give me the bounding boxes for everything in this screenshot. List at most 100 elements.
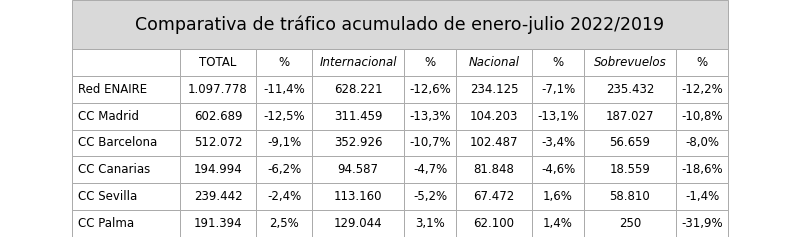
Bar: [312, 156, 404, 183]
Text: 67.472: 67.472: [474, 190, 514, 203]
Text: -18,6%: -18,6%: [681, 163, 723, 176]
Bar: [72, 0, 728, 49]
Bar: [532, 210, 584, 237]
Text: 234.125: 234.125: [470, 83, 518, 96]
Bar: [676, 76, 728, 103]
Text: 311.459: 311.459: [334, 110, 382, 123]
Bar: [676, 156, 728, 183]
Bar: [72, 183, 180, 210]
Bar: [404, 210, 456, 237]
Bar: [72, 156, 180, 183]
Text: 56.659: 56.659: [610, 137, 650, 150]
Text: 602.689: 602.689: [194, 110, 242, 123]
Text: Internacional: Internacional: [319, 56, 397, 69]
Bar: [456, 210, 532, 237]
Text: 235.432: 235.432: [606, 83, 654, 96]
Text: Red ENAIRE: Red ENAIRE: [78, 83, 146, 96]
Text: Nacional: Nacional: [469, 56, 519, 69]
Text: %: %: [278, 56, 290, 69]
Bar: [532, 76, 584, 103]
Text: CC Palma: CC Palma: [78, 217, 134, 230]
Bar: [312, 49, 404, 76]
Bar: [532, 103, 584, 130]
Bar: [584, 130, 676, 156]
Bar: [180, 183, 256, 210]
Text: -5,2%: -5,2%: [413, 190, 447, 203]
Bar: [404, 103, 456, 130]
Text: Comparativa de tráfico acumulado de enero-julio 2022/2019: Comparativa de tráfico acumulado de ener…: [135, 15, 665, 34]
Text: 58.810: 58.810: [610, 190, 650, 203]
Bar: [456, 156, 532, 183]
Bar: [584, 183, 676, 210]
Text: 94.587: 94.587: [338, 163, 378, 176]
Text: 1.097.778: 1.097.778: [188, 83, 248, 96]
Bar: [532, 156, 584, 183]
Bar: [256, 76, 312, 103]
Bar: [180, 130, 256, 156]
Bar: [456, 49, 532, 76]
Bar: [180, 76, 256, 103]
Bar: [180, 49, 256, 76]
Bar: [532, 49, 584, 76]
Bar: [404, 183, 456, 210]
Bar: [456, 76, 532, 103]
Text: -4,7%: -4,7%: [413, 163, 447, 176]
Text: 628.221: 628.221: [334, 83, 382, 96]
Bar: [180, 103, 256, 130]
Text: %: %: [553, 56, 563, 69]
Bar: [312, 130, 404, 156]
Text: 1,4%: 1,4%: [543, 217, 573, 230]
Text: 2,5%: 2,5%: [269, 217, 299, 230]
Text: 102.487: 102.487: [470, 137, 518, 150]
Text: -2,4%: -2,4%: [267, 190, 301, 203]
Text: 187.027: 187.027: [606, 110, 654, 123]
Text: -3,4%: -3,4%: [541, 137, 575, 150]
Text: %: %: [425, 56, 435, 69]
Bar: [256, 49, 312, 76]
Text: 113.160: 113.160: [334, 190, 382, 203]
Bar: [404, 156, 456, 183]
Bar: [312, 210, 404, 237]
Bar: [676, 103, 728, 130]
Text: -12,2%: -12,2%: [681, 83, 723, 96]
Bar: [404, 49, 456, 76]
Text: -9,1%: -9,1%: [267, 137, 301, 150]
Text: -7,1%: -7,1%: [541, 83, 575, 96]
Text: -11,4%: -11,4%: [263, 83, 305, 96]
Bar: [256, 130, 312, 156]
Text: -10,8%: -10,8%: [682, 110, 722, 123]
Bar: [312, 103, 404, 130]
Bar: [256, 156, 312, 183]
Bar: [72, 103, 180, 130]
Bar: [676, 183, 728, 210]
Bar: [456, 183, 532, 210]
Bar: [404, 130, 456, 156]
Text: 239.442: 239.442: [194, 190, 242, 203]
Text: TOTAL: TOTAL: [199, 56, 237, 69]
Text: -12,5%: -12,5%: [263, 110, 305, 123]
Bar: [532, 183, 584, 210]
Bar: [180, 156, 256, 183]
Text: -13,1%: -13,1%: [537, 110, 579, 123]
Bar: [532, 130, 584, 156]
Text: 81.848: 81.848: [474, 163, 514, 176]
Bar: [72, 210, 180, 237]
Text: -6,2%: -6,2%: [267, 163, 301, 176]
Bar: [456, 130, 532, 156]
Text: CC Canarias: CC Canarias: [78, 163, 150, 176]
Bar: [72, 130, 180, 156]
Bar: [676, 130, 728, 156]
Text: 194.994: 194.994: [194, 163, 242, 176]
Text: -13,3%: -13,3%: [410, 110, 450, 123]
Text: Sobrevuelos: Sobrevuelos: [594, 56, 666, 69]
Text: -8,0%: -8,0%: [685, 137, 719, 150]
Text: 104.203: 104.203: [470, 110, 518, 123]
Text: 1,6%: 1,6%: [543, 190, 573, 203]
Bar: [584, 103, 676, 130]
Bar: [72, 76, 180, 103]
Text: 62.100: 62.100: [474, 217, 514, 230]
Bar: [676, 210, 728, 237]
Bar: [584, 49, 676, 76]
Text: 129.044: 129.044: [334, 217, 382, 230]
Text: CC Sevilla: CC Sevilla: [78, 190, 137, 203]
